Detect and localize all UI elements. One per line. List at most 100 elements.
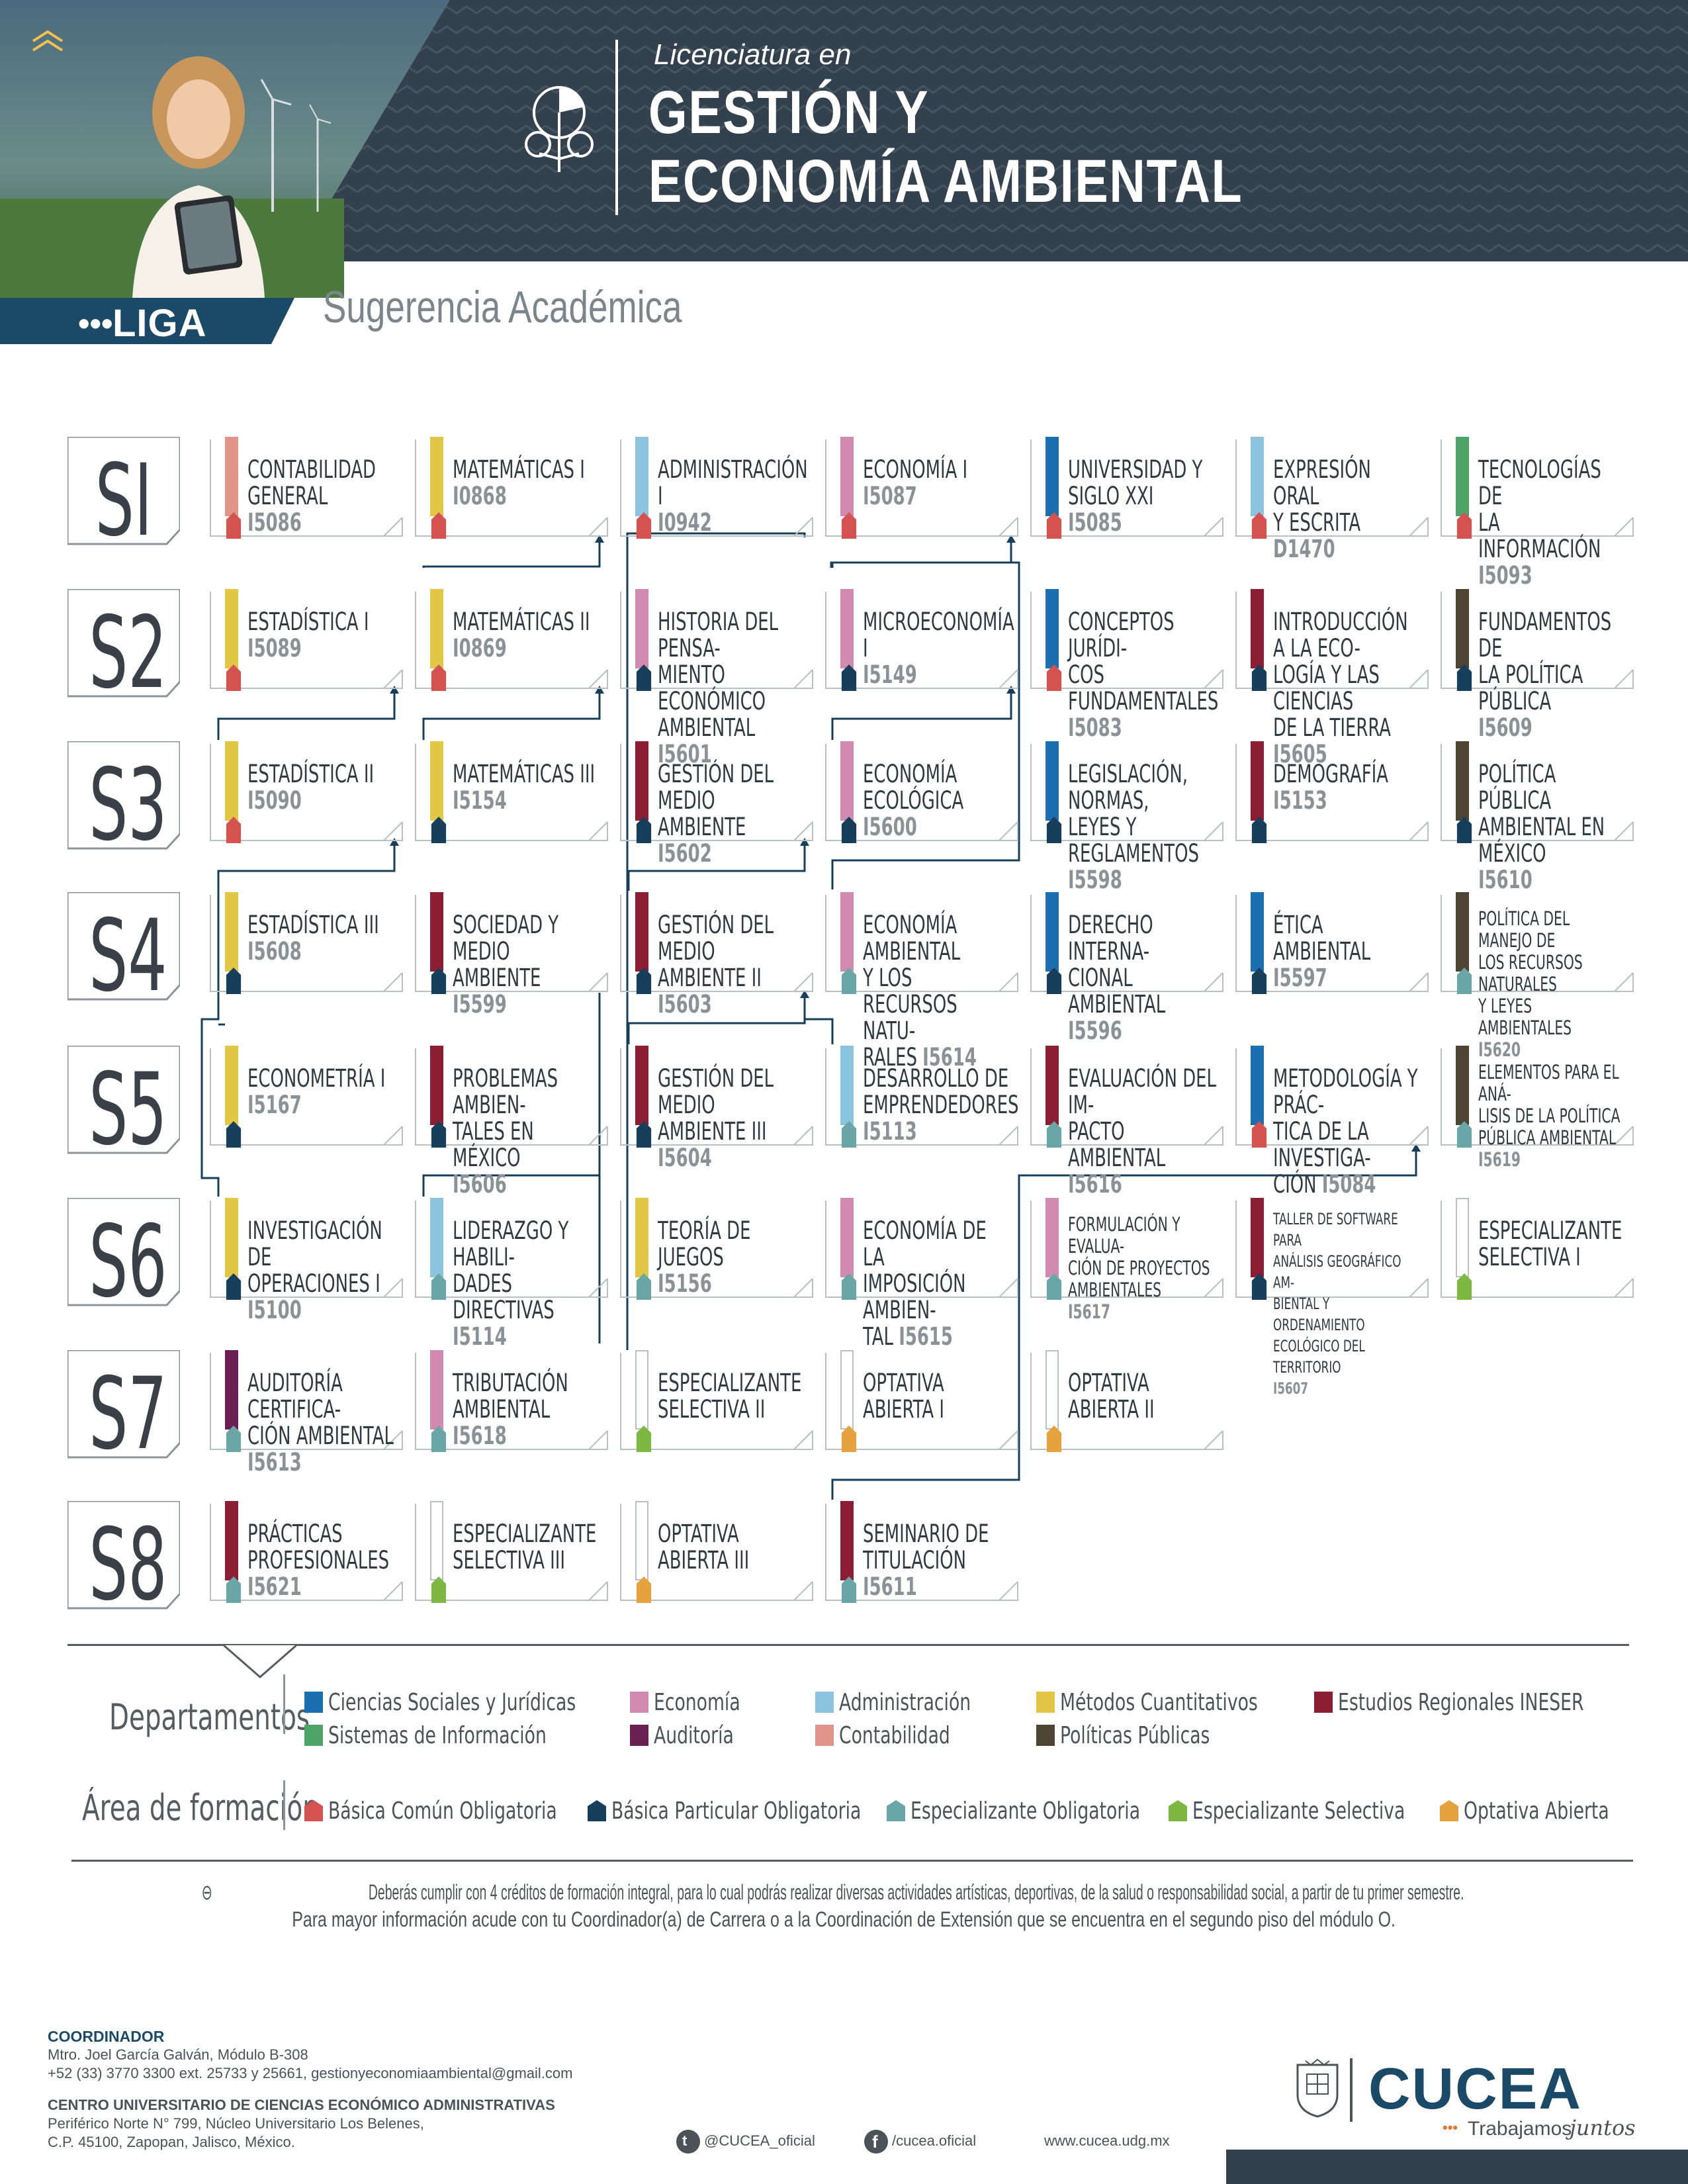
course-card[interactable]: LEGISLACIÓN, NORMAS, LEYES Y REGLAMENTOS… [1030,741,1223,893]
course-card[interactable]: EXPRESIÓN ORAL Y ESCRITA D1470 [1235,437,1429,563]
course-card[interactable]: MATEMÁTICAS III I5154 [415,741,608,846]
course-card[interactable]: ESPECIALIZANTE SELECTIVA III [415,1501,608,1606]
course-card[interactable]: TEORÍA DE JUEGOS I5156 [620,1198,813,1302]
course-card[interactable]: ESTADÍSTICA I I5089 [210,589,403,694]
course-card-frame [210,1353,403,1450]
course-title: METODOLOGÍA Y PRÁC- TICA DE LA INVESTIGA… [1273,1066,1421,1198]
area-marker-icon [1046,1121,1062,1148]
course-card[interactable]: TECNOLOGÍAS DE LA INFORMACIÓN I5093 [1441,437,1634,589]
course-card-frame [825,1504,1018,1601]
course-card[interactable]: ECONOMÍA DE LA IMPOSICIÓN AMBIEN- TAL I5… [825,1198,1018,1350]
course-card[interactable]: ECONOMETRÍA I I5167 [210,1046,403,1150]
semester-7: S7 [67,1350,180,1472]
course-card[interactable]: LIDERAZGO Y HABILI- DADES DIRECTIVAS I51… [415,1198,608,1350]
website-link[interactable]: www.cucea.udg.mx [1044,2132,1170,2149]
department-color-bar [635,741,648,821]
course-card[interactable]: ELEMENTOS PARA EL ANÁ- LISIS DE LA POLÍT… [1441,1046,1634,1171]
course-card[interactable]: ESPECIALIZANTE SELECTIVA I [1441,1198,1634,1302]
course-name: GESTIÓN DEL MEDIO AMBIENTE III [658,1064,774,1146]
course-card[interactable]: INTRODUCCIÓN A LA ECO- LOGÍA Y LAS CIENC… [1235,589,1429,768]
course-name: ESTADÍSTICA III [247,911,379,939]
area-marker-icon [431,817,447,843]
course-code: I5156 [658,1269,712,1298]
course-card[interactable]: POLÍTICA PÚBLICA AMBIENTAL EN MÉXICO I56… [1441,741,1634,893]
note-text-2: Para mayor información acude con tu Coor… [292,1907,1396,1931]
department-color-bar [635,1198,648,1277]
course-card[interactable]: ECONOMÍA I I5087 [825,437,1018,541]
course-name: FORMULACIÓN Y EVALUA- CIÓN DE PROYECTOS … [1068,1213,1210,1301]
course-code: I5149 [863,660,917,689]
course-card[interactable]: AUDITORÍA CERTIFICA- CIÓN AMBIENTAL I561… [210,1350,403,1476]
course-card[interactable]: METODOLOGÍA Y PRÁC- TICA DE LA INVESTIGA… [1235,1046,1429,1198]
facebook-handle[interactable]: /cucea.oficial [892,2132,977,2149]
course-card-frame [620,895,813,992]
course-name: ECONOMÍA ECOLÓGICA [863,760,964,815]
course-card[interactable]: FORMULACIÓN Y EVALUA- CIÓN DE PROYECTOS … [1030,1198,1223,1323]
course-card[interactable]: FUNDAMENTOS DE LA POLÍTICA PÚBLICA I5609 [1441,589,1634,741]
area-label: Especializante Selectiva [1192,1797,1405,1825]
course-card[interactable]: MICROECONOMÍA I I5149 [825,589,1018,694]
course-card[interactable]: OPTATIVA ABIERTA I [825,1350,1018,1455]
department-color-bar [840,1350,854,1430]
department-color-bar [430,892,443,972]
course-card[interactable]: POLÍTICA DEL MANEJO DE LOS RECURSOS NATU… [1441,892,1634,1061]
course-card[interactable]: GESTIÓN DEL MEDIO AMBIENTE III I5604 [620,1046,813,1171]
area-marker-icon [636,1426,652,1452]
course-card[interactable]: MATEMÁTICAS II I0869 [415,589,608,694]
course-code: I5598 [1068,866,1122,894]
course-card[interactable]: ECONOMÍA ECOLÓGICA I5600 [825,741,1018,846]
twitter-handle[interactable]: @CUCEA_oficial [704,2132,815,2149]
course-card[interactable]: ÉTICA AMBIENTAL I5597 [1235,892,1429,997]
course-card[interactable]: ESTADÍSTICA II I5090 [210,741,403,846]
course-card[interactable]: CONTABILIDAD GENERAL I5086 [210,437,403,541]
course-card-frame [1030,592,1223,689]
facebook-icon[interactable]: f [864,2130,888,2154]
course-card-frame [210,895,403,992]
course-card[interactable]: HISTORIA DEL PENSA- MIENTO ECONÓMICO AMB… [620,589,813,768]
semester-label: S8 [89,1508,167,1623]
coordinator-contact[interactable]: +52 (33) 3770 3300 ext. 25733 y 25661, g… [48,2065,573,2081]
area-marker-icon [431,1576,447,1603]
course-title: EXPRESIÓN ORAL Y ESCRITA D1470 [1273,457,1421,563]
course-code: I5605 [1273,740,1327,768]
course-card[interactable]: TRIBUTACIÓN AMBIENTAL I5618 [415,1350,608,1455]
course-card[interactable]: OPTATIVA ABIERTA II [1030,1350,1223,1455]
course-card[interactable]: EVALUACIÓN DEL IM- PACTO AMBIENTAL I5616 [1030,1046,1223,1198]
course-card[interactable]: SEMINARIO DE TITULACIÓN I5611 [825,1501,1018,1606]
course-card[interactable]: UNIVERSIDAD Y SIGLO XXI I5085 [1030,437,1223,541]
ecology-chart-icon [525,86,594,172]
course-card[interactable]: GESTIÓN DEL MEDIO AMBIENTE I5602 [620,741,813,867]
area-marker-icon [1046,664,1062,691]
course-card[interactable]: GESTIÓN DEL MEDIO AMBIENTE II I5603 [620,892,813,1018]
course-card[interactable]: PROBLEMAS AMBIEN- TALES EN MÉXICO I5606 [415,1046,608,1198]
course-card[interactable]: CONCEPTOS JURÍDI- COS FUNDAMENTALES I508… [1030,589,1223,741]
course-card[interactable]: SOCIEDAD Y MEDIO AMBIENTE I5599 [415,892,608,1018]
course-card[interactable]: ESPECIALIZANTE SELECTIVA II [620,1350,813,1455]
course-card[interactable]: TALLER DE SOFTWARE PARA ANÁLISIS GEOGRÁF… [1235,1198,1429,1398]
course-card[interactable]: DEMOGRAFÍA I5153 [1235,741,1429,846]
program-title-line1: GESTIÓN Y [648,79,930,146]
course-title: ECONOMÍA AMBIENTAL Y LOS RECURSOS NATU- … [863,912,1011,1071]
course-name: ECONOMÍA DE LA IMPOSICIÓN AMBIEN- TAL [863,1216,987,1351]
course-card[interactable]: DESARROLLO DE EMPRENDEDORES I5113 [825,1046,1019,1150]
course-name: LIDERAZGO Y HABILI- DADES DIRECTIVAS [453,1216,569,1324]
semester-8: S8 [67,1501,180,1623]
course-card[interactable]: PRÁCTICAS PROFESIONALES I5621 [210,1501,403,1606]
course-card[interactable]: ADMINISTRACIÓN I I0942 [620,437,813,541]
department-color-bar [225,1350,238,1430]
course-card[interactable]: MATEMÁTICAS I I0868 [415,437,608,541]
course-card-frame [1441,895,1634,992]
department-color-bar [1456,1198,1469,1277]
course-card[interactable]: OPTATIVA ABIERTA III [620,1501,813,1606]
area-marker-icon [226,1426,242,1452]
semester-label: S5 [89,1052,167,1167]
area-marker-icon [636,817,652,843]
course-card[interactable]: DERECHO INTERNA- CIONAL AMBIENTAL I5596 [1030,892,1223,1044]
twitter-icon[interactable]: t [676,2130,700,2154]
course-card[interactable]: ESTADÍSTICA III I5608 [210,892,403,997]
course-card[interactable]: INVESTIGACIÓN DE OPERACIONES I I5100 [210,1198,403,1324]
course-card[interactable]: ECONOMÍA AMBIENTAL Y LOS RECURSOS NATU- … [825,892,1018,1071]
department-color-bar [225,892,238,972]
course-code: I5610 [1478,866,1533,894]
course-title: MATEMÁTICAS III I5154 [453,761,601,814]
